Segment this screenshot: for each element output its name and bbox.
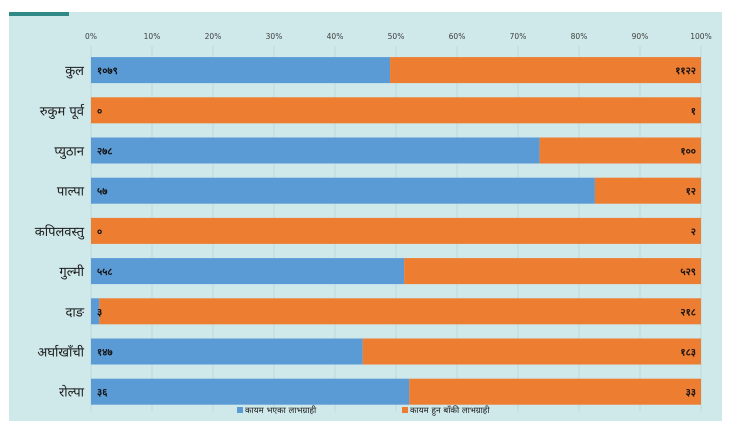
data-label-series-1: ५५८ (97, 267, 113, 278)
data-label-series-2: ११२२ (675, 66, 696, 77)
x-tick-label: 50% (388, 32, 405, 41)
category-label: अर्घाखाँची (37, 345, 84, 361)
bar-series-2 (409, 378, 701, 405)
category-label: दाङ (65, 305, 84, 320)
category-label: रोल्पा (59, 385, 85, 401)
bar-series-2 (91, 97, 701, 124)
data-label-series-1: ० (97, 227, 102, 238)
data-label-series-2: २ (691, 227, 696, 238)
bar-series-1 (91, 338, 363, 365)
x-tick-label: 60% (449, 32, 466, 41)
data-label-series-2: १०० (680, 147, 696, 158)
bar-series-2 (99, 298, 702, 325)
category-label: कुल (65, 64, 84, 79)
data-label-series-1: ५७ (97, 187, 108, 198)
data-label-series-1: १४७ (97, 348, 113, 359)
bar-series-2 (390, 57, 701, 84)
data-label-series-1: ३६ (97, 388, 108, 399)
bar-series-1 (91, 378, 410, 405)
x-tick-label: 100% (690, 32, 711, 41)
x-tick-label: 80% (571, 32, 588, 41)
data-label-series-2: १८३ (680, 348, 696, 359)
bar-series-2 (539, 137, 701, 164)
legend-label-series-1: कायम भएका लाभग्राही (245, 405, 317, 416)
chart-area: 0% 10% 20% 30% 40% 50% 60% 70% 80% 90% 100% कुल १०७९… (9, 12, 722, 421)
data-label-series-1: ० (97, 106, 102, 117)
bar-series-1 (91, 137, 540, 164)
x-tick-label: 20% (205, 32, 222, 41)
data-label-series-1: २७८ (97, 147, 113, 158)
legend-label-series-2: कायम हुन बाँकी लाभग्राही (410, 405, 490, 416)
x-tick-label: 70% (510, 32, 527, 41)
data-label-series-2: १ (691, 106, 696, 117)
header-accent-bar (9, 12, 69, 16)
category-label: पाल्पा (57, 185, 85, 200)
x-tick-label: 90% (632, 32, 649, 41)
x-tick-label: 10% (144, 32, 161, 41)
bar-series-1 (91, 298, 100, 325)
bar-series-2 (91, 217, 701, 244)
data-label-series-2: ३३ (686, 388, 696, 399)
data-label-series-2: २१८ (680, 307, 696, 318)
stacked-bar-chart: 0% 10% 20% 30% 40% 50% 60% 70% 80% 90% 100% कुल १०७९… (35, 32, 712, 416)
bar-series-1 (91, 258, 405, 285)
category-label: गुल्मी (59, 264, 84, 280)
category-label: कपिलवस्तु (35, 224, 85, 240)
bar-series-2 (594, 177, 701, 204)
data-label-series-1: ३ (97, 307, 102, 318)
x-tick-label: 0% (85, 32, 97, 41)
category-label: प्युठान (54, 145, 84, 160)
bar-series-1 (91, 177, 595, 204)
bar-series-2 (362, 338, 701, 365)
data-label-series-2: १२ (686, 187, 696, 198)
x-tick-label: 40% (327, 32, 344, 41)
data-label-series-2: ५२९ (680, 267, 696, 278)
x-tick-label: 30% (266, 32, 283, 41)
category-label: रुकुम पूर्व (40, 103, 85, 119)
data-label-series-1: १०७९ (97, 66, 118, 77)
legend-swatch-series-2 (402, 407, 408, 413)
bar-series-2 (404, 258, 701, 285)
bar-series-1 (91, 57, 391, 84)
legend-swatch-series-1 (237, 407, 243, 413)
